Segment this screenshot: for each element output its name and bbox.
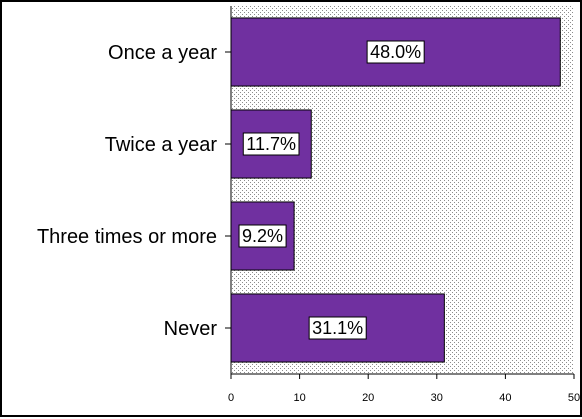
x-tick-label-4: 40 <box>499 392 511 404</box>
category-label-2: Three times or more <box>37 226 217 248</box>
data-label-2: 9.2% <box>242 226 283 246</box>
x-tick-label-1: 10 <box>293 392 305 404</box>
data-label-box-0 <box>366 40 425 64</box>
data-label-0: 48.0% <box>370 42 421 62</box>
x-tick-label-2: 20 <box>362 392 374 404</box>
data-label-box-3 <box>308 316 367 340</box>
x-tick-label-5: 50 <box>568 392 580 404</box>
category-label-1: Twice a year <box>105 134 218 156</box>
data-label-1: 11.7% <box>246 134 296 154</box>
category-label-0: Once a year <box>108 42 217 64</box>
data-label-box-2 <box>238 224 287 248</box>
category-label-3: Never <box>164 318 218 340</box>
x-tick-label-3: 30 <box>431 392 443 404</box>
data-label-box-1 <box>242 132 300 156</box>
data-label-3: 31.1% <box>312 318 363 338</box>
x-tick-label-0: 0 <box>228 392 234 404</box>
